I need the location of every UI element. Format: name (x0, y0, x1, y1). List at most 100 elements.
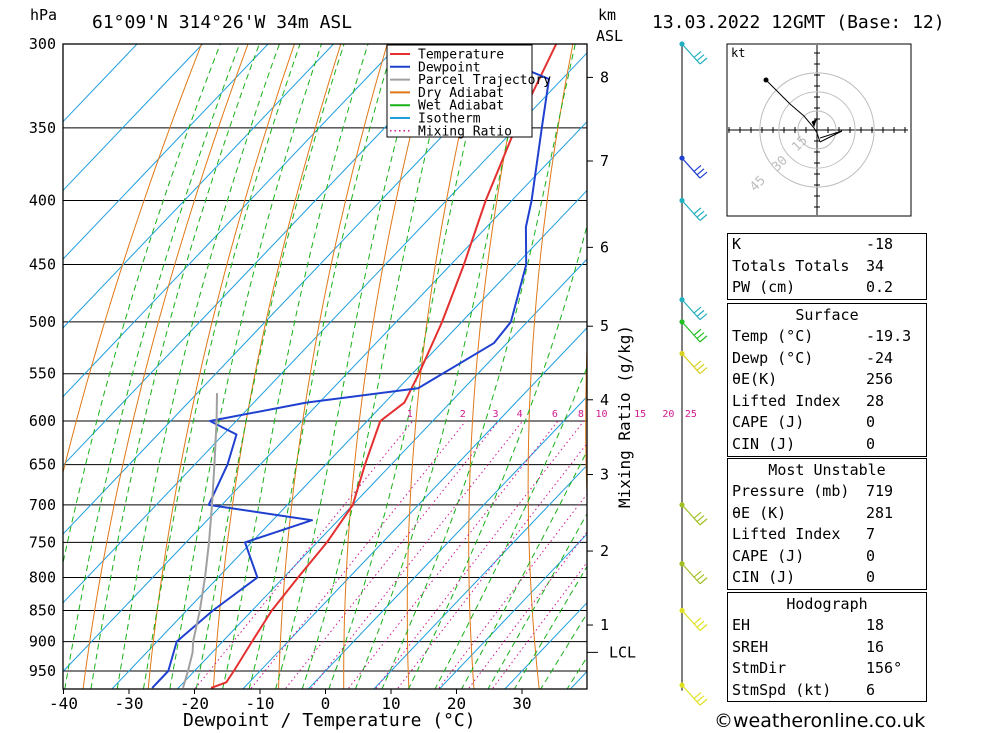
mixing-ratio-line-3 (284, 420, 499, 689)
height-tick-label: 3 (600, 466, 609, 484)
index-value: -24 (866, 348, 894, 367)
hodo-ring (797, 110, 837, 150)
hodo-storm-vector (819, 130, 843, 143)
barb-flag (699, 577, 708, 585)
index-row: Temp (°C) -19.3 (728, 326, 926, 348)
index-row: Dewp (°C) -24 (728, 348, 926, 370)
isotherm (63, 44, 400, 398)
isotherm (63, 44, 204, 192)
pressure-tick-label: 650 (29, 456, 56, 474)
wet-adiabat (90, 44, 260, 689)
dry-adiabat (147, 44, 295, 689)
isotherm (242, 327, 587, 689)
legend-box (386, 44, 533, 138)
index-label: StmSpd (kt) (732, 680, 832, 699)
hodo-unit: kt (731, 46, 745, 60)
pressure-tick-label: 950 (29, 662, 56, 680)
dry-adiabat (82, 44, 249, 689)
mixing-ratio-lines (194, 420, 587, 689)
index-row: Lifted Index 28 (728, 391, 926, 413)
index-value: 16 (866, 637, 885, 656)
chart-axes: 1 2 3 4 6 8 10 15 20 2530035040045050055060065070… (29, 35, 697, 713)
indices-surface-panel: Surface Temp (°C) -19.3 Dewp (°C) -24 θE(K) 2… (727, 303, 927, 457)
wet-adiabat (222, 44, 369, 689)
isotherm (176, 258, 587, 689)
dry-adiabat (642, 7, 672, 699)
dry-adiabat (585, 336, 587, 508)
index-row: CIN (J) 0 (728, 567, 926, 589)
barb-flag (699, 518, 708, 526)
isotherm (63, 120, 587, 673)
barb-flag (699, 57, 708, 65)
mixing-ratio-line-20 (467, 531, 587, 689)
mixing-ratio-line-1 (194, 420, 414, 689)
mixing-ratio-label: 20 (662, 409, 674, 420)
mixing-ratio-label: 6 (552, 409, 558, 420)
wind-barb (681, 610, 708, 631)
index-label: CAPE (J) (732, 546, 805, 565)
series-parcel-trajectory (182, 393, 218, 689)
mixing-ratio-line-25 (491, 561, 587, 689)
index-value: 28 (866, 391, 885, 410)
mixing-ratio-label: 4 (517, 409, 523, 420)
pressure-tick-label: 600 (29, 412, 56, 430)
pressure-tick-label: 350 (29, 119, 56, 137)
index-label: StmDir (732, 659, 787, 678)
indices-most-unstable-panel: Most Unstable Pressure (mb) 719 θE (K) 281 L… (727, 458, 927, 590)
mixing-ratio-label: 3 (493, 409, 499, 420)
lcl-label: LCL (609, 643, 636, 661)
wind-barb (681, 563, 708, 585)
chart-grid (63, 7, 672, 699)
temp-tick-label: -30 (115, 694, 144, 713)
temp-tick-label: 20 (447, 694, 466, 713)
wet-adiabat (195, 44, 345, 689)
pressure-tick-label: 700 (29, 496, 56, 514)
dry-adiabat (527, 44, 574, 689)
isotherm (63, 44, 335, 329)
pressure-tick-label: 750 (29, 533, 56, 551)
isotherm (307, 395, 587, 689)
height-tick-label: 2 (600, 542, 609, 560)
barb-flag (696, 54, 705, 62)
barb-flag (693, 165, 702, 172)
barb-flag (696, 309, 705, 317)
isotherm (63, 52, 587, 604)
hodograph-title: Hodograph (786, 595, 868, 613)
credit-text[interactable]: ©weatheronline.co.uk (714, 710, 926, 732)
pressure-tick-label: 550 (29, 365, 56, 383)
index-row: StmSpd (kt) 6 (728, 680, 926, 702)
chart-curves (151, 44, 558, 689)
index-label: CAPE (J) (732, 413, 805, 432)
dry-adiabat (212, 44, 342, 689)
dry-adiabat (406, 44, 481, 689)
barb-flag (693, 306, 702, 314)
barb-flag (696, 363, 705, 371)
dry-adiabat (468, 44, 528, 689)
barb-flag (696, 210, 705, 218)
wet-adiabat (434, 366, 587, 689)
index-row: θE(K) 256 (728, 369, 926, 391)
barb-flag (699, 214, 708, 221)
index-value: -18 (866, 235, 894, 253)
temp-tick-label: -20 (180, 694, 209, 713)
index-label: θE (K) (732, 503, 787, 522)
wet-adiabat (407, 223, 587, 689)
y-axis-label-right: Mixing Ratio (g/kg) (615, 325, 634, 508)
isotherm (438, 533, 587, 689)
mixing-ratio-line-6 (347, 420, 559, 689)
wet-adiabat (64, 44, 241, 689)
index-row: CAPE (J) 0 (728, 546, 926, 568)
most-unstable-title: Most Unstable (768, 461, 886, 479)
wind-barb (681, 43, 708, 65)
pressure-tick-label: 400 (29, 191, 56, 209)
index-row: CAPE (J) 0 (728, 412, 926, 434)
barb-flag (699, 367, 708, 375)
wet-adiabat (275, 44, 423, 689)
mixing-ratio-line-8 (374, 420, 585, 689)
index-value: 0 (866, 568, 876, 587)
index-row: StmDir 156° (728, 658, 926, 680)
mixing-ratio-label: 10 (595, 409, 607, 420)
wind-barb (681, 157, 708, 179)
indices-hodograph-panel: Hodograph EH 18 SREH 16 StmDir 156° StmSpd (kt… (727, 592, 927, 703)
